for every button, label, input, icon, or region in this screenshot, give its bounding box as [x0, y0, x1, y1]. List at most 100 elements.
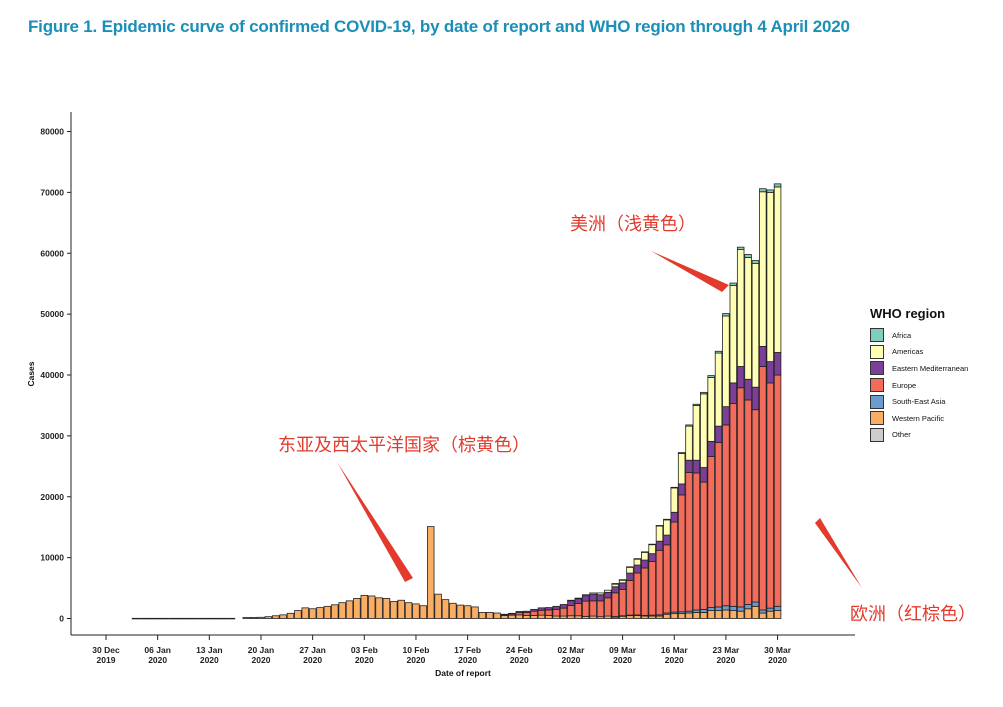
bar-segment — [663, 519, 671, 536]
bar-segment — [212, 617, 221, 620]
figure-title: Figure 1. Epidemic curve of confirmed CO… — [28, 17, 850, 36]
bar-segment — [168, 617, 177, 620]
bar-segment — [648, 561, 656, 616]
bar-segment — [581, 600, 590, 617]
bar-segment — [478, 612, 487, 619]
bar-segment — [360, 594, 369, 619]
bar-segment — [242, 617, 250, 619]
bar-segment — [677, 494, 686, 613]
bar-segment — [581, 594, 590, 597]
bar-segment — [227, 617, 236, 620]
bar-segment — [581, 595, 590, 602]
bar-segment — [500, 613, 509, 616]
bar-segment — [522, 610, 531, 613]
bar-segment — [301, 607, 309, 619]
legend-swatch — [870, 411, 884, 426]
bar-segment — [611, 592, 619, 617]
x-tick-label: 24 Feb — [506, 645, 533, 655]
bar-segment — [471, 606, 479, 619]
bar-segment — [574, 597, 583, 600]
bar-segment — [663, 544, 671, 614]
bar-segment — [729, 403, 738, 607]
bar-segment — [655, 549, 664, 616]
bar-segment — [692, 403, 701, 406]
bar-segment — [633, 558, 642, 566]
x-tick-year: 2020 — [355, 655, 374, 665]
bar-segment — [537, 614, 546, 619]
bar-segment — [463, 605, 472, 619]
legend-swatch — [870, 394, 884, 409]
bar-segment — [316, 607, 324, 619]
bar-segment — [633, 564, 642, 574]
bar-segment — [257, 616, 265, 619]
bar-segment — [759, 188, 767, 193]
legend-label: Other — [892, 430, 911, 440]
bar-segment — [522, 615, 531, 619]
bar-segment — [685, 612, 693, 619]
annotation-americas: 美洲（浅黄色） — [570, 214, 696, 235]
bar-segment — [736, 606, 745, 612]
bar-segment — [714, 350, 723, 354]
bar-segment — [382, 598, 391, 619]
bar-segment — [773, 374, 782, 607]
bar-segment — [641, 559, 649, 569]
bar-segment — [500, 615, 509, 619]
bar-segment — [692, 612, 701, 619]
bar-segment — [412, 603, 420, 619]
bar-segment — [663, 518, 671, 521]
bar-segment — [530, 615, 538, 619]
bar-segment — [604, 597, 612, 617]
bar-segment — [685, 459, 693, 473]
bar-segment — [279, 614, 287, 619]
legend-label: Western Pacific — [892, 413, 944, 423]
y-tick-label: 70000 — [40, 187, 64, 197]
bar-segment — [773, 352, 782, 376]
x-tick-year: 2020 — [148, 655, 167, 665]
x-tick-label: 03 Feb — [351, 645, 378, 655]
x-axis-label: Date of report — [435, 668, 491, 678]
bar-segment — [700, 391, 708, 395]
bar-segment — [515, 611, 524, 613]
bar-segment — [700, 612, 708, 619]
bar-segment — [685, 425, 693, 461]
legend-label: Europe — [892, 380, 917, 390]
bar-segment — [153, 617, 162, 620]
bar-segment — [714, 442, 723, 608]
bar-segment — [714, 610, 723, 619]
bar-segment — [729, 282, 738, 286]
bar-segment — [308, 608, 317, 619]
x-tick-year: 2020 — [768, 655, 787, 665]
bar-segment — [759, 609, 767, 614]
bar-segment — [626, 566, 634, 568]
bar-segment — [338, 602, 346, 619]
bar-segment — [766, 361, 774, 384]
bar-segment — [759, 191, 767, 347]
bar-segment — [390, 601, 398, 619]
x-tick-year: 2019 — [97, 655, 116, 665]
x-tick-year: 2020 — [458, 655, 477, 665]
bar-segment — [663, 613, 671, 619]
bar-segment — [626, 566, 634, 574]
stacked-bars — [131, 183, 782, 620]
x-tick-year: 2020 — [510, 655, 529, 665]
bar-segment — [626, 579, 634, 616]
legend-swatch — [870, 378, 884, 393]
bar-segment — [714, 606, 723, 611]
bar-segment — [198, 617, 206, 620]
bar-segment — [190, 617, 199, 620]
bar-segment — [537, 609, 546, 616]
bar-segment — [722, 406, 730, 426]
bar-segment — [574, 603, 583, 617]
bar-segment — [323, 605, 332, 619]
bar-segment — [331, 604, 339, 619]
bar-segment — [722, 609, 730, 619]
bar-segment — [596, 592, 605, 596]
x-tick-label: 23 Mar — [712, 645, 740, 655]
x-tick-year: 2020 — [252, 655, 271, 665]
bar-segment — [567, 615, 575, 619]
legend-item: Africa — [870, 327, 968, 344]
bar-segment — [559, 607, 568, 617]
bar-segment — [486, 612, 494, 619]
bar-segment — [367, 595, 376, 619]
bar-segment — [648, 543, 656, 546]
